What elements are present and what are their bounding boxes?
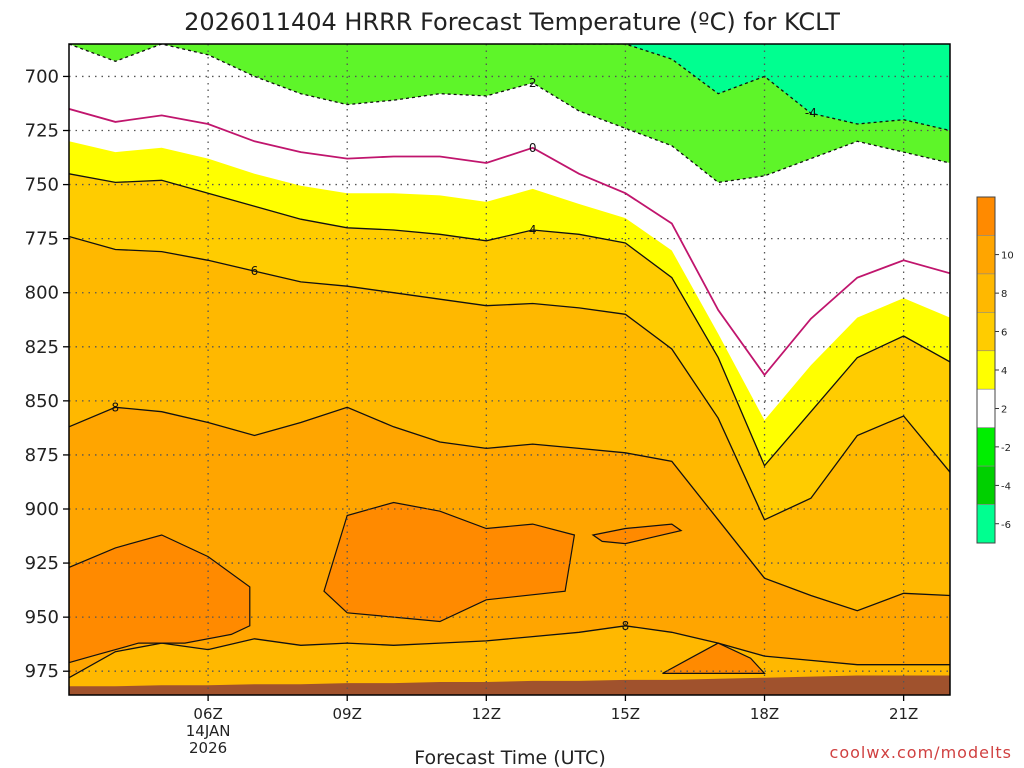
y-tick-label-725: 725 [25,121,59,142]
colorbar-cell-6 [976,427,996,467]
isotherm-label-3: 4 [529,223,537,237]
y-tick-label-875: 875 [25,445,59,466]
y-tick-label-925: 925 [25,553,59,574]
colorbar-label-5: 2 [1001,404,1007,415]
colorbar-cell-0 [976,196,996,236]
isotherm-line-1 [532,44,950,132]
isotherm-labels: 2 -4 0 4 6 8 8 [112,76,817,633]
colorbar-label-2: 8 [1001,289,1007,300]
x-tick-label-12-0: 12Z [472,705,501,723]
colorbar-cell-8 [976,504,996,544]
x-axis-label: Forecast Time (UTC) [414,747,605,768]
colorbar-label-3: 6 [1001,328,1007,339]
x-tick-label-6-2: 2026 [189,739,227,757]
y-tick-label-775: 775 [25,229,59,250]
isotherm-line-0 [69,44,950,184]
colorbar-frame [976,196,996,544]
colorbar-cell-3 [976,312,996,352]
warm-pocket-10c-2 [591,523,683,545]
x-tick-label-21-0: 21Z [889,705,918,723]
x-tick-label-18-0: 18Z [750,705,779,723]
credit-text: coolwx.com/modelts [830,743,1012,762]
isotherm-label-4: 6 [251,264,259,278]
colorbar-cell-7 [976,465,996,505]
y-tick-label-850: 850 [25,391,59,412]
x-tick-label-9-0: 09Z [333,705,362,723]
chart-title: 2026011404 HRRR Forecast Temperature (ºC… [184,8,840,36]
colorbar-cell-1 [976,235,996,275]
y-tick-label-825: 825 [25,337,59,358]
y-tick-label-800: 800 [25,283,59,304]
isotherm-line-6 [69,625,950,679]
colorbar-legend: 10 8 6 4 2 -2 -4 -6 [976,196,1014,544]
isotherm-label-5: 8 [112,400,120,414]
x-tick-label-15-0: 15Z [611,705,640,723]
isotherm-label-6: 8 [622,619,630,633]
band-minus6-to-minus4 [532,44,950,131]
x-tick-label-6-1: 14JAN [186,722,231,740]
isotherm-line-4 [69,235,950,521]
y-tick-label-750: 750 [25,175,59,196]
y-tick-label-700: 700 [25,66,59,87]
y-axis: 700 725 750 775 800 825 850 875 900 925 950 975 [25,66,69,682]
colorbar-label-6: -2 [1001,443,1011,454]
isotherm-line-3 [69,173,950,467]
isotherm-contours [69,44,950,679]
isotherm-line-5 [69,406,950,612]
colorbar-cell-2 [976,273,996,313]
colorbar-cell-4 [976,350,996,390]
y-tick-label-975: 975 [25,661,59,682]
x-tick-label-6-0: 06Z [193,705,222,723]
colorbar-label-4: 4 [1001,366,1007,377]
isotherm-line-2 [69,108,950,377]
colorbar-cell-5 [976,388,996,428]
band-near-surface-6-to-8 [69,625,950,695]
isotherm-label-0: 2 [529,76,537,90]
warm-pocket-10c-1 [323,501,576,623]
ground-fill [69,675,950,695]
isotherm-label-2: 0 [529,141,537,155]
isotherm-label-1: -4 [805,106,817,120]
warm-pocket-10c-3 [662,642,766,675]
colorbar-label-1: 10 [1001,251,1014,262]
surface-ground [69,675,950,695]
plot-area [69,44,950,695]
colorbar-label-7: -4 [1001,481,1011,492]
colorbar-label-8: -6 [1001,520,1011,531]
grid-lines [69,44,950,695]
y-tick-label-900: 900 [25,499,59,520]
warm-pocket-10c-0 [69,534,251,664]
plot-frame [68,43,951,696]
y-tick-label-950: 950 [25,607,59,628]
